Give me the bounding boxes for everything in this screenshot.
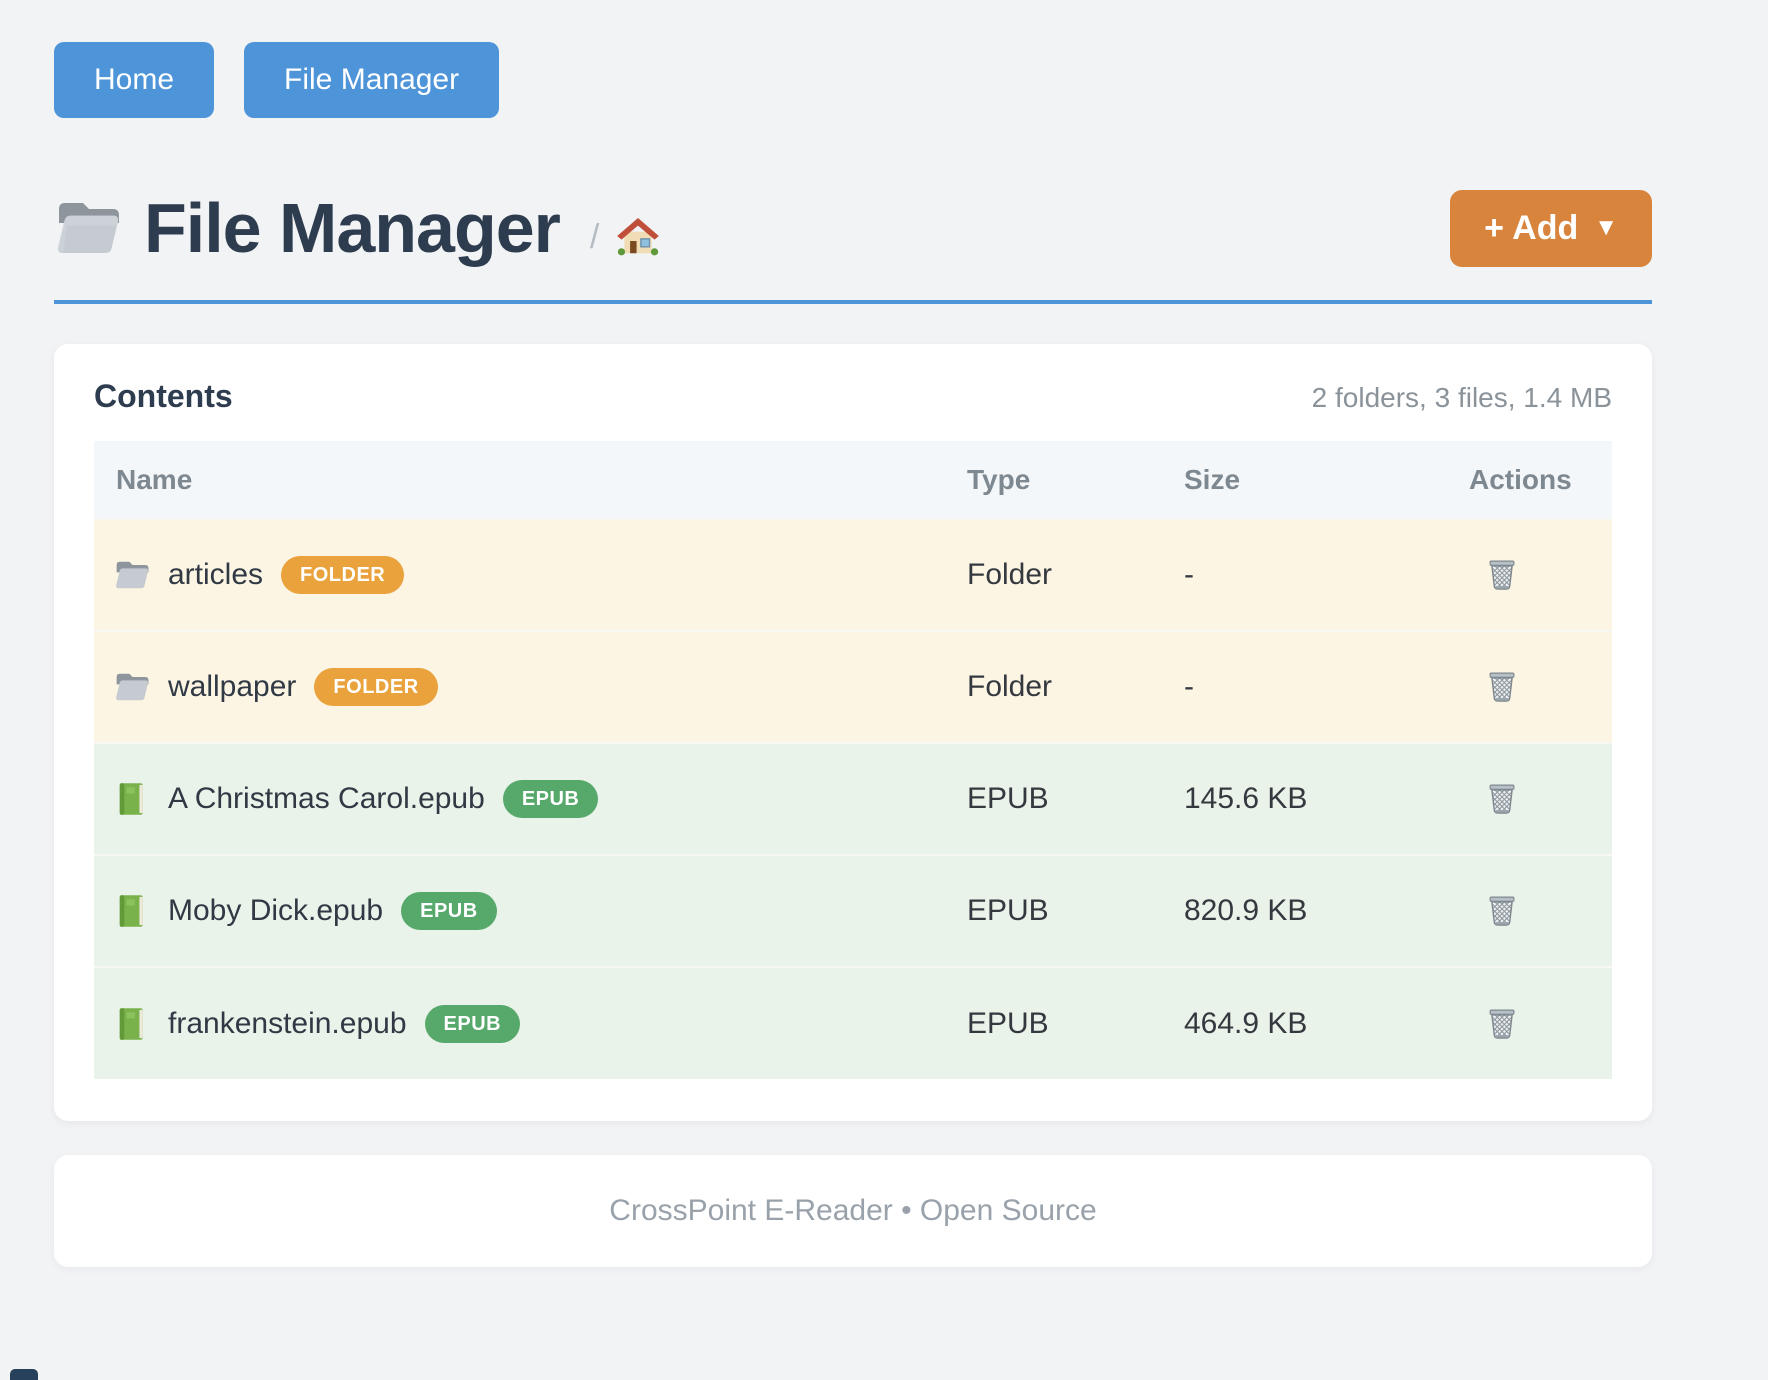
delete-button[interactable] xyxy=(1479,662,1525,708)
column-header-type: Type xyxy=(967,441,1184,519)
file-type: EPUB xyxy=(967,742,1184,855)
column-header-size: Size xyxy=(1184,441,1469,519)
delete-button[interactable] xyxy=(1479,550,1525,596)
page: Home File Manager File Manager / xyxy=(54,0,1652,1267)
file-size: 464.9 KB xyxy=(1184,966,1469,1079)
type-badge: EPUB xyxy=(401,892,497,930)
type-badge: FOLDER xyxy=(314,668,438,706)
type-badge: EPUB xyxy=(424,1004,521,1043)
top-nav: Home File Manager xyxy=(54,0,1652,118)
table-row[interactable]: Moby Dick.epub EPUB EPUB 820.9 KB xyxy=(94,854,1612,967)
file-size: 145.6 KB xyxy=(1184,742,1469,855)
contents-card-header: Contents 2 folders, 3 files, 1.4 MB xyxy=(94,378,1612,415)
green-book-icon xyxy=(114,893,150,929)
wastebasket-icon xyxy=(1489,560,1515,590)
page-header: File Manager / + Add ▼ xyxy=(54,188,1652,268)
file-type: Folder xyxy=(967,630,1184,743)
file-size: - xyxy=(1184,518,1469,631)
footer-text: CrossPoint E-Reader • Open Source xyxy=(609,1194,1097,1227)
type-badge: FOLDER xyxy=(281,556,405,594)
wastebasket-icon xyxy=(1489,896,1515,926)
table-row[interactable]: frankenstein.epub EPUB EPUB 464.9 KB xyxy=(94,966,1612,1079)
contents-summary: 2 folders, 3 files, 1.4 MB xyxy=(1311,382,1612,413)
file-size: - xyxy=(1184,630,1469,743)
file-size: 820.9 KB xyxy=(1184,854,1469,967)
folder-icon xyxy=(54,197,122,259)
file-name: A Christmas Carol.epub xyxy=(168,782,485,815)
contents-title: Contents xyxy=(94,378,233,414)
green-book-icon xyxy=(114,781,150,817)
folder-icon xyxy=(114,669,150,705)
delete-button[interactable] xyxy=(1479,886,1525,932)
add-button-label: + Add xyxy=(1484,208,1579,247)
contents-card: Contents 2 folders, 3 files, 1.4 MB Name… xyxy=(54,344,1652,1121)
wastebasket-icon xyxy=(1489,672,1515,702)
file-name: articles xyxy=(168,558,264,591)
green-book-icon xyxy=(114,1006,150,1042)
folder-icon xyxy=(114,557,150,593)
title-group: File Manager / xyxy=(54,188,1450,268)
table-row[interactable]: A Christmas Carol.epub EPUB EPUB 145.6 K… xyxy=(94,742,1612,855)
column-header-actions: Actions xyxy=(1469,441,1612,519)
breadcrumb-separator: / xyxy=(589,217,600,256)
file-name: Moby Dick.epub xyxy=(168,894,384,927)
table-header-row: Name Type Size Actions xyxy=(94,441,1612,519)
file-name: frankenstein.epub xyxy=(168,1006,407,1040)
header-divider xyxy=(54,300,1652,304)
caret-down-icon: ▼ xyxy=(1594,214,1618,241)
delete-button[interactable] xyxy=(1479,774,1525,820)
add-button[interactable]: + Add ▼ xyxy=(1450,189,1652,267)
home-icon[interactable] xyxy=(615,214,661,258)
nav-button-file-manager[interactable]: File Manager xyxy=(244,42,500,118)
footer: CrossPoint E-Reader • Open Source xyxy=(54,1155,1652,1267)
page-title: File Manager xyxy=(144,189,561,267)
file-name: wallpaper xyxy=(168,670,297,703)
type-badge: EPUB xyxy=(502,780,599,818)
file-type: EPUB xyxy=(967,966,1184,1079)
file-table: Name Type Size Actions xyxy=(94,441,1612,1079)
column-header-name: Name xyxy=(94,441,967,519)
nav-button-home[interactable]: Home xyxy=(54,42,215,118)
cut-off-element-bottom-left xyxy=(10,1369,38,1380)
table-body: articles FOLDER Folder - xyxy=(94,518,1612,1079)
file-type: Folder xyxy=(967,518,1184,631)
table-row[interactable]: wallpaper FOLDER Folder - xyxy=(94,630,1612,743)
table-row[interactable]: articles FOLDER Folder - xyxy=(94,518,1612,631)
wastebasket-icon xyxy=(1489,1009,1515,1039)
wastebasket-icon xyxy=(1489,784,1515,814)
file-type: EPUB xyxy=(967,854,1184,967)
delete-button[interactable] xyxy=(1479,999,1525,1045)
